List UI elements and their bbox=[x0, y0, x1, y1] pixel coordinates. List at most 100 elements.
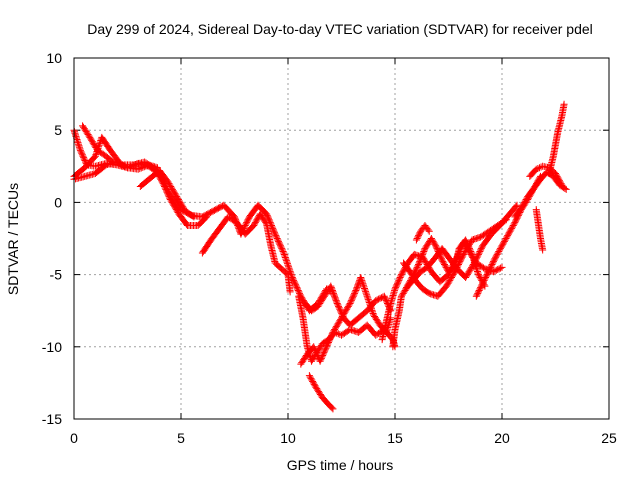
x-tick-label: 15 bbox=[387, 430, 403, 446]
data-point bbox=[415, 230, 423, 238]
data-point bbox=[487, 262, 495, 270]
data-point bbox=[286, 266, 294, 274]
data-point bbox=[292, 282, 300, 290]
data-point bbox=[464, 242, 472, 250]
chart-title: Day 299 of 2024, Sidereal Day-to-day VTE… bbox=[87, 21, 593, 37]
data-point bbox=[334, 301, 342, 309]
data-point bbox=[80, 154, 88, 162]
data-point bbox=[296, 291, 304, 299]
data-point bbox=[491, 267, 499, 275]
data-point bbox=[262, 219, 270, 227]
data-point bbox=[460, 249, 468, 257]
data-point bbox=[463, 271, 471, 279]
y-tick-label: -10 bbox=[42, 339, 62, 355]
data-point bbox=[416, 229, 424, 237]
data-point bbox=[520, 200, 528, 208]
data-point bbox=[417, 255, 425, 263]
data-point bbox=[170, 201, 178, 209]
series-sat-track-18 bbox=[532, 206, 547, 254]
y-axis-label: SDTVAR / TECUs bbox=[5, 183, 21, 295]
series-sat-track-6 bbox=[198, 210, 294, 296]
data-point bbox=[280, 249, 288, 257]
data-point bbox=[324, 338, 332, 346]
series-sat-track-5 bbox=[136, 167, 198, 221]
data-point bbox=[472, 255, 480, 263]
data-point bbox=[351, 289, 359, 297]
data-point bbox=[166, 181, 174, 189]
data-point bbox=[95, 143, 103, 151]
data-point bbox=[420, 247, 428, 255]
data-point bbox=[290, 276, 298, 284]
data-point bbox=[535, 164, 543, 172]
data-point bbox=[397, 272, 405, 280]
data-point bbox=[332, 323, 340, 331]
data-point bbox=[317, 354, 325, 362]
data-point bbox=[318, 353, 326, 361]
data-point bbox=[311, 346, 319, 354]
data-point bbox=[271, 230, 279, 238]
data-point bbox=[467, 249, 475, 257]
data-point bbox=[431, 240, 439, 248]
data-point bbox=[349, 292, 357, 300]
data-point bbox=[499, 240, 507, 248]
data-point bbox=[492, 253, 500, 261]
data-point bbox=[165, 180, 173, 188]
data-point bbox=[178, 201, 186, 209]
data-point bbox=[319, 350, 327, 358]
data-point bbox=[328, 286, 336, 294]
data-point bbox=[167, 183, 175, 191]
data-point bbox=[358, 277, 366, 285]
data-point bbox=[338, 310, 346, 318]
data-point bbox=[243, 219, 251, 227]
data-point bbox=[506, 227, 514, 235]
data-point bbox=[78, 149, 86, 157]
series-sat-track-14 bbox=[389, 201, 521, 351]
data-point bbox=[164, 190, 172, 198]
data-point bbox=[203, 213, 211, 221]
data-point bbox=[397, 271, 405, 279]
data-point bbox=[276, 240, 284, 248]
data-point bbox=[343, 305, 351, 313]
data-point bbox=[465, 268, 473, 276]
y-tick-label: 10 bbox=[46, 50, 62, 66]
data-point bbox=[396, 273, 404, 281]
data-point bbox=[242, 220, 250, 228]
data-point bbox=[443, 281, 451, 289]
data-point bbox=[468, 263, 476, 271]
data-point bbox=[84, 131, 92, 139]
data-point bbox=[164, 178, 172, 186]
data-point bbox=[392, 282, 400, 290]
data-point bbox=[312, 349, 320, 357]
data-point bbox=[507, 226, 515, 234]
data-point bbox=[474, 271, 482, 279]
data-point bbox=[359, 281, 367, 289]
data-point bbox=[250, 222, 258, 230]
data-point bbox=[444, 279, 452, 287]
data-point bbox=[345, 301, 353, 309]
data-point bbox=[539, 246, 547, 254]
data-point bbox=[358, 278, 366, 286]
data-point bbox=[395, 275, 403, 283]
data-point bbox=[86, 133, 94, 141]
data-point bbox=[477, 245, 485, 253]
data-point bbox=[333, 298, 341, 306]
data-point bbox=[252, 217, 260, 225]
data-point bbox=[168, 185, 176, 193]
data-point bbox=[494, 266, 502, 274]
data-point bbox=[296, 289, 304, 297]
data-point bbox=[466, 266, 474, 274]
data-point bbox=[336, 307, 344, 315]
data-point bbox=[552, 170, 559, 178]
data-point bbox=[425, 227, 433, 235]
data-point bbox=[439, 258, 447, 266]
data-point bbox=[457, 255, 465, 263]
data-point bbox=[474, 288, 482, 296]
data-point bbox=[484, 268, 492, 276]
data-point bbox=[92, 149, 100, 157]
data-point bbox=[283, 260, 291, 268]
data-point bbox=[457, 256, 465, 264]
data-point bbox=[517, 204, 525, 212]
data-point bbox=[279, 247, 287, 255]
data-point bbox=[285, 264, 293, 272]
data-point bbox=[468, 262, 476, 270]
